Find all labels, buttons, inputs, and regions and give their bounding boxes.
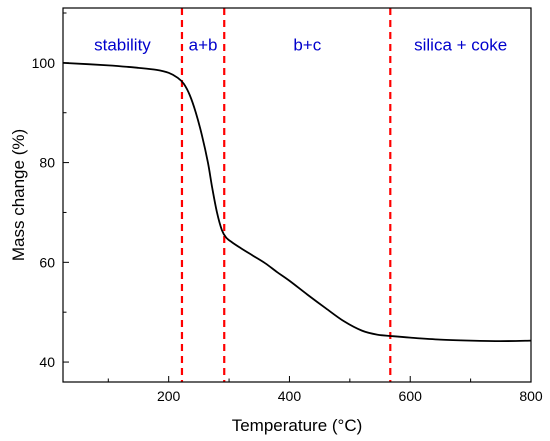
x-tick-label: 600 [399, 388, 423, 404]
y-axis-label: Mass change (%) [9, 129, 28, 261]
region-label: a+b [189, 35, 218, 54]
y-tick-label: 100 [32, 55, 56, 71]
region-label: silica + coke [414, 35, 507, 54]
ticks: 200 400 600 800 40 60 80 100 [32, 12, 543, 404]
region-label: stability [94, 35, 151, 54]
mass-change-line [62, 61, 532, 343]
y-tick-label: 80 [39, 155, 55, 171]
x-axis-label: Temperature (°C) [232, 416, 363, 435]
y-tick-label: 60 [39, 254, 55, 270]
region-labels: stability a+b b+c silica + coke [94, 35, 507, 54]
x-tick-label: 200 [157, 388, 181, 404]
region-label: b+c [293, 35, 321, 54]
x-tick-label: 400 [278, 388, 302, 404]
x-tick-label: 800 [519, 388, 543, 404]
region-divider-lines [180, 8, 392, 382]
series-group [62, 61, 532, 343]
plot-frame [62, 7, 532, 383]
y-tick-label: 40 [39, 354, 55, 370]
